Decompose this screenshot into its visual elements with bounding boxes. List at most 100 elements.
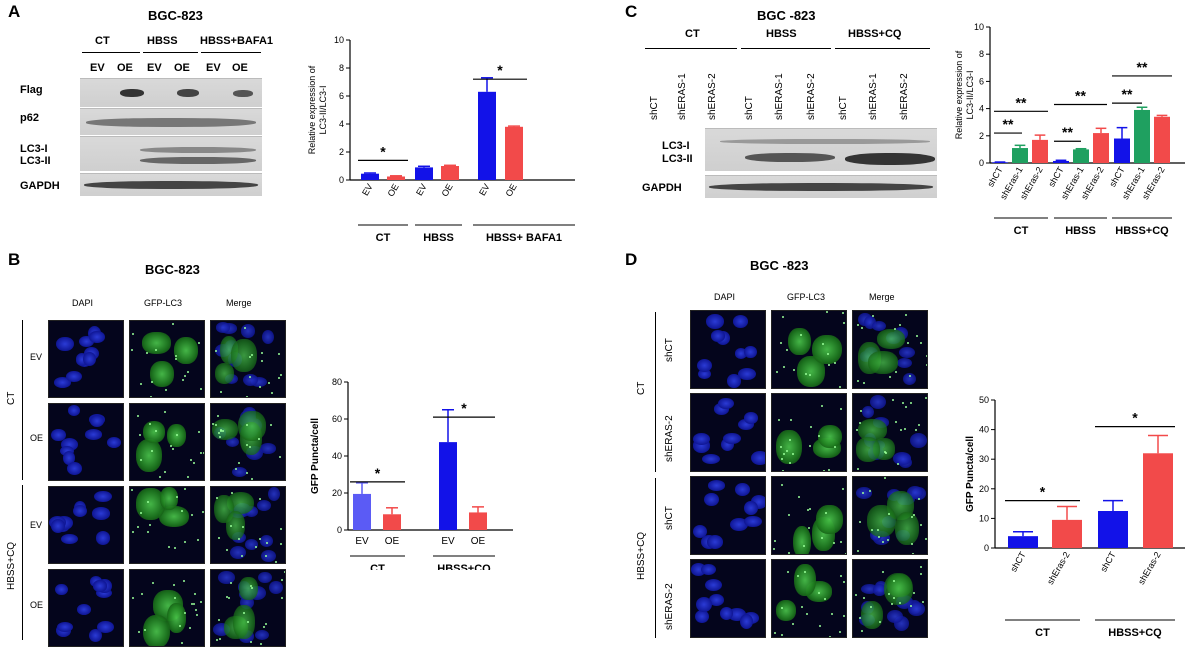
bar: [441, 166, 459, 180]
channel-merge: Merge: [869, 292, 895, 302]
y-tick-label: 0: [337, 525, 342, 535]
row-label-lc3-ii: LC3-II: [20, 155, 51, 167]
panel-a-letter: A: [8, 2, 21, 21]
significance-mark: **: [1075, 88, 1086, 104]
significance-mark: *: [380, 143, 386, 159]
bar: [439, 442, 457, 530]
group-label: CT: [370, 563, 385, 570]
row-group-hbss-cq: HBSS+CQ: [636, 531, 647, 580]
y-tick-label: 4: [339, 119, 344, 129]
significance-mark: **: [1122, 86, 1133, 102]
micrograph-tile: [771, 559, 847, 638]
blot-gapdh-c: [705, 175, 937, 198]
micrograph-tile: [690, 559, 766, 638]
row-label-lc3-ii: LC3-II: [662, 153, 693, 165]
category-label: shCT: [1107, 165, 1127, 189]
y-tick-label: 6: [979, 76, 984, 86]
channel-dapi: DAPI: [714, 292, 736, 302]
group-label: HBSS+CQ: [1108, 627, 1162, 639]
y-tick-label: 0: [984, 543, 989, 553]
lane-label: shERAS-1: [774, 73, 785, 120]
y-tick-label: 20: [979, 484, 989, 494]
channel-merge: Merge: [226, 298, 252, 308]
micrograph-tile: [48, 486, 124, 564]
chart-c: 0 2 4 6 8 10 Relative expression of LC3-II/LC3-…: [954, 22, 1185, 237]
y-tick-label: 8: [979, 49, 984, 59]
bar: [1053, 160, 1069, 163]
row-label: OE: [30, 433, 44, 443]
significance-mark: **: [1137, 59, 1148, 75]
lane-label: shCT: [649, 96, 660, 120]
bar: [1032, 139, 1048, 163]
category-label: shCT: [1008, 550, 1028, 574]
y-tick-label: 30: [979, 454, 989, 464]
group-label: HBSS: [1065, 225, 1096, 237]
y-tick-label: 40: [332, 451, 342, 461]
category-label: EV: [441, 536, 455, 547]
lane-label: EV: [90, 62, 105, 74]
significance-mark: **: [1062, 124, 1073, 140]
micrograph-tile: [690, 476, 766, 555]
y-tick-label: 80: [332, 377, 342, 387]
category-label: OE: [471, 536, 486, 547]
group-label: HBSS+CQ: [437, 563, 491, 570]
panel-b-cell-line: BGC-823: [145, 262, 200, 277]
blot-gapdh: [80, 173, 262, 196]
group-label: HBSS+ BAFA1: [486, 232, 562, 244]
bar: [353, 493, 371, 530]
group-label: CT: [1035, 627, 1050, 639]
panel-b-letter: B: [8, 250, 21, 269]
y-axis-label: GFP Puncta/cell: [965, 436, 976, 512]
micrograph-tile: [48, 320, 124, 398]
bar: [1073, 149, 1089, 163]
micrograph-tile: [210, 403, 286, 481]
category-label: OE: [386, 182, 401, 198]
blot-lc3-c: [705, 128, 937, 171]
micrograph-tile: [129, 569, 205, 647]
bar: [383, 514, 401, 530]
channel-dapi: DAPI: [72, 298, 94, 308]
category-label: EV: [355, 536, 369, 547]
panel-d-cell-line: BGC -823: [750, 258, 809, 273]
bar: [1154, 116, 1170, 163]
category-label: shCT: [1098, 550, 1118, 574]
category-label: EV: [414, 182, 429, 197]
micrograph-tile: [210, 320, 286, 398]
bar: [505, 126, 523, 180]
row-label-p62: p62: [20, 112, 39, 124]
bar: [1098, 511, 1128, 548]
bar: [361, 173, 379, 180]
row-label-lc3-i: LC3-I: [662, 140, 690, 152]
bar: [1093, 133, 1109, 163]
lane-label: EV: [206, 62, 221, 74]
micrograph-tile: [129, 486, 205, 564]
bar: [478, 91, 496, 180]
micrograph-tile: [771, 310, 847, 389]
category-label: EV: [360, 182, 375, 197]
significance-mark: *: [375, 465, 381, 481]
category-label: shCT: [985, 165, 1005, 189]
group-label: HBSS: [423, 232, 454, 244]
row-label: shERAS-2: [664, 415, 675, 462]
panel-d-letter: D: [625, 250, 638, 269]
panel-c-letter: C: [625, 2, 638, 21]
row-label-flag: Flag: [20, 84, 43, 96]
micrograph-tile: [210, 486, 286, 564]
lane-label: shERAS-1: [677, 73, 688, 120]
micrograph-tile: [210, 569, 286, 647]
bar: [1052, 519, 1082, 548]
chart-d: 0 10 20 30 40 50 GFP Puncta/cell shCT shEras-2 sh…: [965, 395, 1185, 639]
panel-a-cell-line: BGC-823: [148, 8, 203, 23]
lane-label: OE: [174, 62, 190, 74]
row-label-gapdh: GAPDH: [642, 182, 682, 194]
lane-label: shERAS-2: [899, 73, 910, 120]
micrograph-tile: [852, 393, 928, 472]
bar: [1134, 109, 1150, 163]
y-tick-label: 2: [979, 131, 984, 141]
group-label: CT: [376, 232, 391, 244]
lane-label: shERAS-1: [868, 73, 879, 120]
row-label: OE: [30, 600, 44, 610]
micrograph-tile: [129, 320, 205, 398]
row-group-ct: CT: [6, 391, 17, 405]
row-label: shCT: [664, 338, 675, 362]
